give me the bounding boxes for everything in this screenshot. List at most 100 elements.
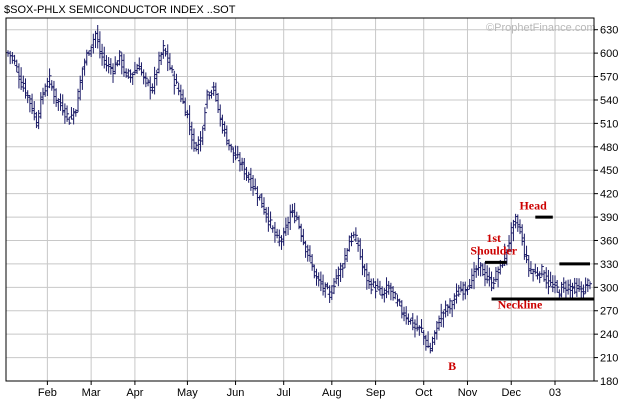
ohlc-bar (445, 304, 450, 317)
ohlc-bar (213, 82, 218, 102)
plot-area (6, 18, 594, 381)
ohlc-bar (235, 145, 240, 159)
ohlc-bar (80, 67, 85, 90)
ohlc-bar (410, 313, 415, 331)
ohlc-bar (399, 300, 404, 319)
ohlc-bar (367, 271, 372, 289)
annotation-label: B (448, 359, 456, 373)
ohlc-bar (388, 282, 393, 301)
ohlc-bar (95, 24, 100, 49)
y-tick-label: 450 (600, 165, 618, 177)
ohlc-bar (222, 121, 227, 137)
ohlc-bar (12, 54, 17, 65)
ohlc-bar (520, 224, 525, 246)
ohlc-bar (200, 126, 205, 146)
ohlc-bar (533, 263, 538, 275)
ohlc-bar (342, 247, 347, 269)
ohlc-bar (334, 269, 339, 285)
ohlc-bar (312, 264, 317, 279)
ohlc-bar (524, 245, 529, 264)
ohlc-bar (467, 278, 472, 290)
ohlc-bar (579, 281, 584, 301)
ohlc-bar (327, 285, 332, 303)
ohlc-bar (351, 231, 356, 239)
y-tick-label: 600 (600, 48, 618, 60)
y-tick-label: 390 (600, 212, 618, 224)
ohlc-bar (332, 278, 337, 295)
ohlc-bar (454, 283, 459, 304)
ohlc-bar (513, 213, 518, 229)
ohlc-bar (67, 116, 72, 125)
ohlc-bar (266, 206, 271, 232)
ohlc-bar (478, 262, 483, 277)
ohlc-bar (60, 94, 65, 116)
ohlc-bar (176, 83, 181, 96)
ohlc-bar (375, 278, 380, 290)
ohlc-bar (281, 227, 286, 246)
ohlc-bar (51, 80, 56, 104)
ohlc-bar (27, 95, 32, 113)
annotation-label: 1st (486, 231, 501, 245)
y-tick-label: 360 (600, 235, 618, 247)
ohlc-bar (189, 121, 194, 150)
ohlc-bar (329, 285, 334, 300)
ohlc-bar (353, 227, 358, 242)
y-tick-label: 270 (600, 306, 618, 318)
ohlc-bar (336, 266, 341, 287)
ohlc-bar (159, 51, 164, 66)
ohlc-bar (163, 47, 168, 57)
ohlc-bar (165, 44, 170, 72)
x-tick-label: Jul (277, 387, 291, 399)
ohlc-bar (257, 195, 262, 201)
ohlc-bar (347, 235, 352, 252)
ohlc-bar (246, 171, 251, 183)
ohlc-bar (181, 89, 186, 104)
ohlc-bar (391, 286, 396, 301)
ohlc-bar (474, 265, 479, 278)
ohlc-bar (196, 136, 201, 155)
ohlc-bar (65, 105, 70, 122)
ohlc-bar (548, 271, 553, 286)
ohlc-bar (268, 211, 273, 228)
ohlc-bar (546, 269, 551, 295)
ohlc-bar (89, 45, 94, 58)
ohlc-bar (507, 235, 512, 252)
ohlc-bar (277, 229, 282, 247)
annotation-label: Head (519, 198, 547, 212)
ohlc-bar (480, 263, 485, 277)
ohlc-bar (382, 287, 387, 303)
ohlc-bar (242, 157, 247, 181)
ohlc-bar (487, 267, 492, 287)
grid (6, 18, 594, 382)
ohlc-bar (441, 310, 446, 328)
ohlc-bar (47, 68, 52, 89)
ohlc-bar (82, 58, 87, 76)
y-tick-label: 510 (600, 118, 618, 130)
ohlc-bar (472, 261, 477, 290)
ohlc-bar (102, 46, 107, 69)
ohlc-bar (325, 282, 330, 290)
ohlc-bar (544, 267, 549, 289)
ohlc-bar (58, 93, 63, 111)
ohlc-bar (340, 263, 345, 278)
ohlc-bar (38, 92, 43, 119)
ohlc-bar (419, 319, 424, 333)
y-tick-label: 240 (600, 329, 618, 341)
ohlc-bar (152, 66, 157, 95)
ohlc-bar (496, 266, 501, 288)
ohlc-bar (415, 315, 420, 332)
ohlc-bar (205, 89, 210, 109)
ohlc-bar (100, 43, 105, 66)
ohlc-bar (141, 69, 146, 85)
ohlc-bar (515, 214, 520, 232)
ohlc-bar (130, 72, 135, 85)
ohlc-bar (150, 83, 155, 94)
ohlc-bar (231, 147, 236, 163)
ohlc-bar (550, 275, 555, 293)
ohlc-bar (211, 81, 216, 96)
ohlc-bar (128, 69, 133, 83)
ohlc-bar (167, 53, 172, 71)
ohlc-bar (522, 233, 527, 260)
plot-frame (5, 17, 595, 382)
ohlc-bar (307, 245, 312, 262)
